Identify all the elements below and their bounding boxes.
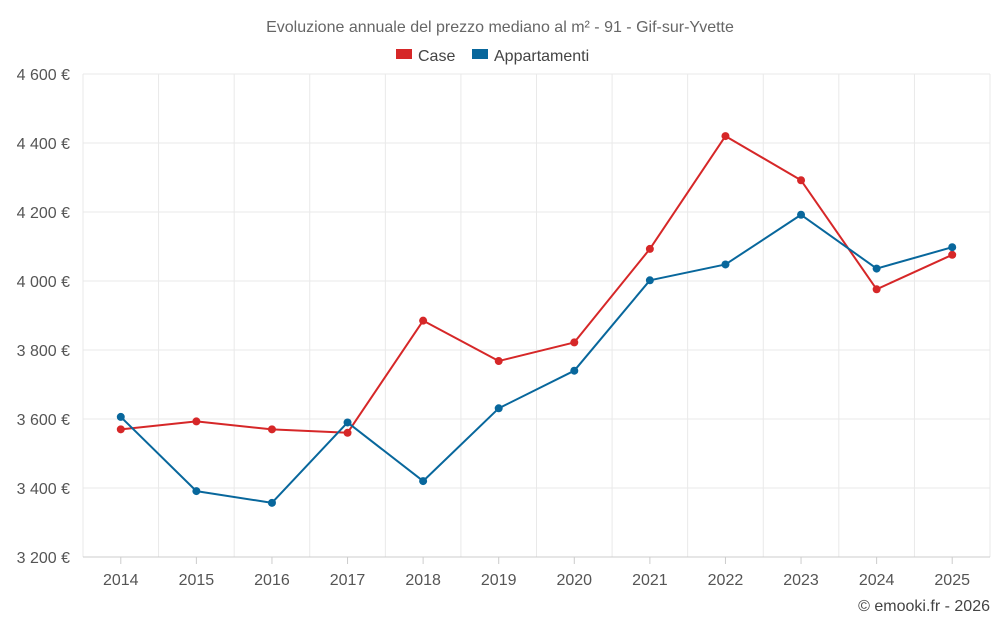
legend-swatch-appartamenti (472, 49, 488, 59)
data-point-appartamenti-2023[interactable] (797, 210, 806, 219)
x-tick-label: 2019 (481, 572, 517, 589)
y-tick-label: 3 800 € (17, 343, 70, 360)
y-tick-label: 3 200 € (17, 550, 70, 567)
series-case (116, 132, 957, 437)
data-point-case-2017[interactable] (343, 428, 352, 437)
x-tick-label: 2021 (632, 572, 668, 589)
x-tick-label: 2014 (103, 572, 139, 589)
x-tick-label: 2024 (859, 572, 895, 589)
y-tick-label: 3 400 € (17, 481, 70, 498)
gridlines (82, 73, 991, 557)
x-tick-label: 2023 (783, 572, 819, 589)
data-point-case-2019[interactable] (494, 357, 503, 366)
data-point-appartamenti-2017[interactable] (343, 418, 352, 427)
x-tick-label: 2018 (405, 572, 441, 589)
data-point-case-2021[interactable] (645, 244, 654, 253)
data-point-case-2023[interactable] (797, 176, 806, 185)
data-point-case-2025[interactable] (948, 250, 957, 259)
axes: 3 200 € 3 400 € 3 600 € 3 800 € 4 000 € 4 200… (17, 67, 990, 589)
data-point-appartamenti-2015[interactable] (192, 487, 201, 496)
y-tick-label: 4 000 € (17, 274, 70, 291)
series-line-appartamenti (120, 213, 953, 504)
y-tick-label: 3 600 € (17, 412, 70, 429)
y-tick-label: 4 200 € (17, 205, 70, 222)
legend: Case Appartamenti (396, 48, 589, 65)
data-point-case-2015[interactable] (192, 417, 201, 426)
series (116, 132, 957, 507)
x-tick-label: 2016 (254, 572, 290, 589)
data-point-case-2022[interactable] (721, 132, 730, 141)
chart-title: Evoluzione annuale del prezzo mediano al… (266, 19, 734, 36)
data-point-appartamenti-2020[interactable] (570, 366, 579, 375)
data-point-appartamenti-2014[interactable] (116, 412, 125, 421)
data-point-appartamenti-2022[interactable] (721, 260, 730, 269)
legend-swatch-case (396, 49, 412, 59)
data-point-appartamenti-2025[interactable] (948, 243, 957, 252)
y-tick-label: 4 400 € (17, 136, 70, 153)
credit-text: © emooki.fr - 2026 (858, 598, 990, 615)
x-tick-label: 2025 (934, 572, 970, 589)
data-point-case-2016[interactable] (267, 425, 276, 434)
data-point-case-2018[interactable] (419, 316, 428, 325)
legend-label-case[interactable]: Case (418, 48, 455, 65)
data-point-appartamenti-2024[interactable] (872, 264, 881, 273)
series-line-case (120, 135, 953, 434)
x-tick-label: 2022 (708, 572, 744, 589)
data-point-case-2020[interactable] (570, 338, 579, 347)
series-appartamenti (116, 210, 957, 507)
data-point-appartamenti-2021[interactable] (645, 276, 654, 285)
x-tick-label: 2017 (330, 572, 366, 589)
y-tick-label: 4 600 € (17, 67, 70, 84)
data-point-case-2024[interactable] (872, 285, 881, 294)
data-point-appartamenti-2016[interactable] (267, 498, 276, 507)
data-point-case-2014[interactable] (116, 425, 125, 434)
x-tick-label: 2020 (556, 572, 592, 589)
data-point-appartamenti-2019[interactable] (494, 404, 503, 413)
x-tick-label: 2015 (179, 572, 215, 589)
data-point-appartamenti-2018[interactable] (419, 477, 428, 486)
legend-label-appartamenti[interactable]: Appartamenti (494, 48, 589, 65)
